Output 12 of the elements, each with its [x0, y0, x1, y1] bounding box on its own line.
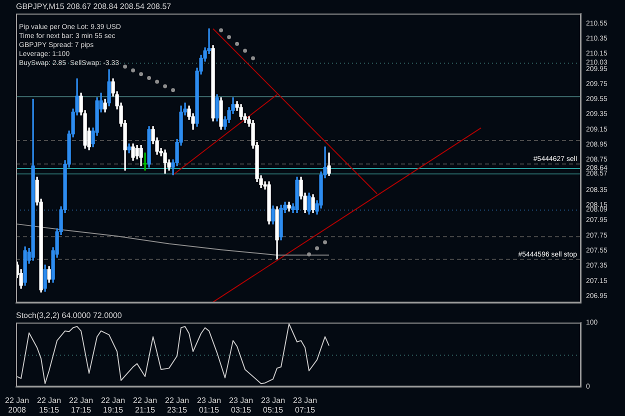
- x-tick-label: 23 Jan 05:15: [261, 396, 286, 414]
- x-tick-label: 22 Jan 23:15: [165, 396, 190, 414]
- x-tick-label: 23 Jan 03:15: [229, 396, 254, 414]
- x-tick-label: 23 Jan 01:15: [197, 396, 222, 414]
- chart-title: GBPJPY,M15 208.67 208.84 208.54 208.57: [16, 2, 172, 12]
- chart-title: Stoch(3,2,2) 64.0000 72.0000: [16, 311, 122, 320]
- x-tick-label: 22 Jan 21:15: [133, 396, 158, 414]
- x-tick-label: 22 Jan 2008: [5, 396, 30, 414]
- x-tick-label: 22 Jan 17:15: [69, 396, 94, 414]
- x-tick-label: 23 Jan 07:15: [293, 396, 318, 414]
- x-tick-label: 22 Jan 19:15: [101, 396, 126, 414]
- x-tick-label: 22 Jan 15:15: [37, 396, 62, 414]
